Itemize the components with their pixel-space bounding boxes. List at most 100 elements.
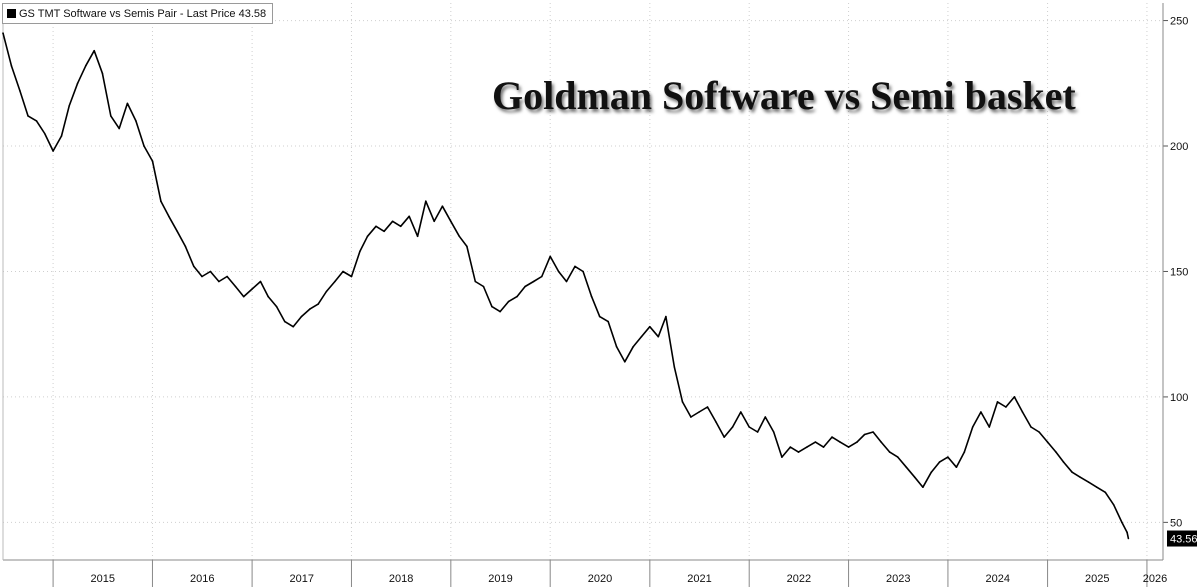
data-point [19, 90, 21, 92]
data-point [209, 270, 212, 273]
data-point [1062, 461, 1065, 463]
data-point [193, 265, 195, 268]
x-tick-label: 2026 [1143, 573, 1167, 585]
data-point [160, 200, 162, 202]
data-point [831, 436, 833, 438]
data-point [590, 295, 593, 298]
data-point [930, 471, 933, 474]
data-point [68, 105, 70, 107]
data-point [27, 115, 29, 117]
data-point [1087, 481, 1090, 484]
x-tick-labels: 2015 2016 2017 2018 2019 2020 2021 2022 2023 2024… [91, 573, 1168, 585]
data-point [806, 446, 808, 448]
data-point [797, 451, 800, 453]
data-point [383, 230, 385, 233]
series-line [2, 32, 1130, 539]
data-point [1121, 521, 1123, 524]
data-point [482, 285, 485, 288]
data-point [524, 285, 526, 288]
data-point [1046, 441, 1049, 443]
data-point [1013, 396, 1016, 398]
last-value-marker: 43.56 [1167, 530, 1198, 547]
data-point [615, 345, 618, 348]
data-point [541, 275, 543, 278]
data-point [284, 320, 286, 323]
data-point [176, 230, 178, 233]
data-point [756, 431, 759, 433]
data-point [135, 120, 137, 122]
data-point [565, 280, 568, 283]
x-tick-label: 2023 [886, 573, 910, 585]
data-point [781, 456, 783, 458]
data-point [259, 280, 262, 283]
data-point [549, 255, 551, 258]
data-point [839, 441, 841, 443]
data-point [880, 441, 882, 443]
data-point [35, 120, 38, 122]
data-point [218, 280, 220, 283]
data-point [922, 486, 924, 489]
data-point [955, 466, 958, 469]
data-point [624, 361, 626, 363]
data-point [1079, 476, 1081, 479]
data-point [665, 315, 667, 318]
data-point [251, 288, 253, 290]
y-tick-labels: 50 100 150 200 250 [1170, 16, 1188, 530]
data-point [126, 102, 129, 105]
data-point [101, 72, 104, 75]
data-point [234, 285, 237, 288]
data-point [980, 411, 982, 413]
data-point [681, 401, 684, 403]
data-point [897, 456, 899, 458]
data-point [366, 235, 369, 238]
data-point [1127, 537, 1130, 540]
data-point [715, 421, 717, 423]
data-point [110, 115, 112, 117]
data-point [433, 220, 436, 223]
data-point [632, 345, 634, 348]
data-point [938, 461, 941, 463]
data-point [43, 132, 46, 135]
data-point [425, 200, 427, 202]
data-point [582, 270, 584, 273]
data-point [996, 401, 999, 403]
data-point [267, 295, 270, 298]
data-point [118, 127, 120, 130]
data-point [1030, 426, 1032, 428]
y-tick-label: 200 [1170, 141, 1188, 153]
legend: GS TMT Software vs Semis Pair - Last Pri… [2, 3, 274, 24]
x-tick-label: 2019 [488, 573, 512, 585]
data-point [872, 431, 874, 433]
data-point [499, 310, 501, 313]
data-point [847, 446, 850, 448]
data-point [598, 315, 601, 318]
data-point [93, 49, 95, 52]
y-tick-label: 250 [1170, 16, 1188, 28]
data-point [325, 290, 328, 293]
data-point [764, 416, 767, 418]
legend-series-name: GS TMT Software vs Semis Pair [19, 7, 177, 20]
data-point [408, 215, 411, 218]
axes [2, 3, 1168, 587]
x-tick-label: 2021 [687, 573, 711, 585]
data-point [822, 446, 825, 448]
last-value-label: 43.56 [1170, 534, 1198, 546]
y-tick-label: 50 [1170, 517, 1182, 529]
legend-last-price-label: Last Price [186, 7, 236, 20]
data-point [300, 315, 303, 318]
data-point [673, 366, 676, 368]
data-point [971, 426, 974, 428]
data-point [143, 145, 145, 147]
x-tick-label: 2025 [1085, 573, 1109, 585]
data-point [399, 225, 402, 228]
data-point [789, 446, 792, 448]
data-point [350, 275, 353, 278]
data-point [458, 235, 461, 238]
data-point [532, 280, 535, 283]
legend-last-price-value: 43.58 [238, 7, 267, 20]
x-tick-label: 2017 [290, 573, 314, 585]
data-point [607, 320, 609, 323]
data-point [375, 225, 377, 228]
data-point [740, 411, 742, 413]
